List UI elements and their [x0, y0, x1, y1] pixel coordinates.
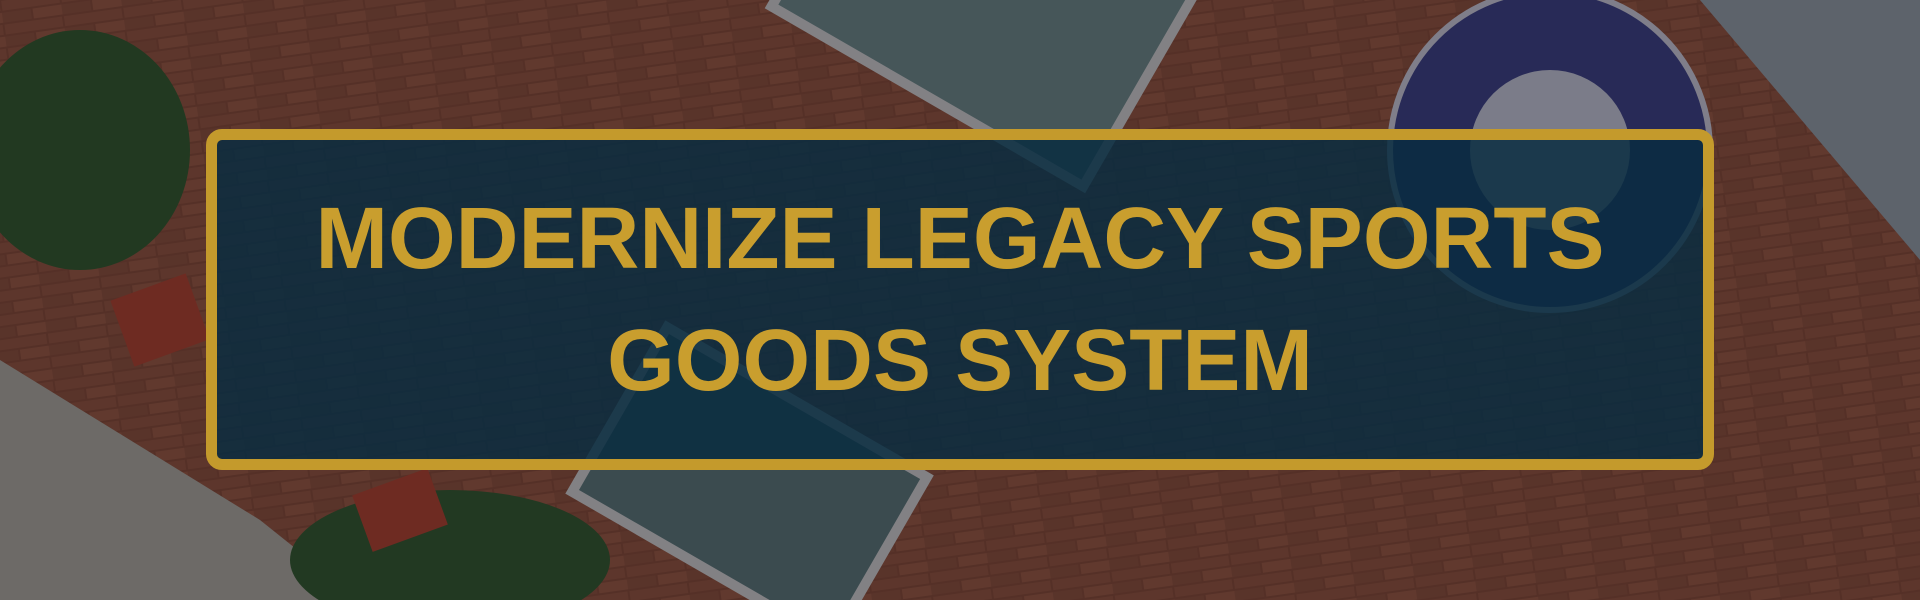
title-line: MODERNIZE LEGACY SPORTS — [315, 189, 1605, 287]
title-line: GOODS SYSTEM — [607, 311, 1313, 409]
title-box: MODERNIZE LEGACY SPORTS GOODS SYSTEM — [206, 129, 1714, 470]
plants — [0, 30, 610, 600]
